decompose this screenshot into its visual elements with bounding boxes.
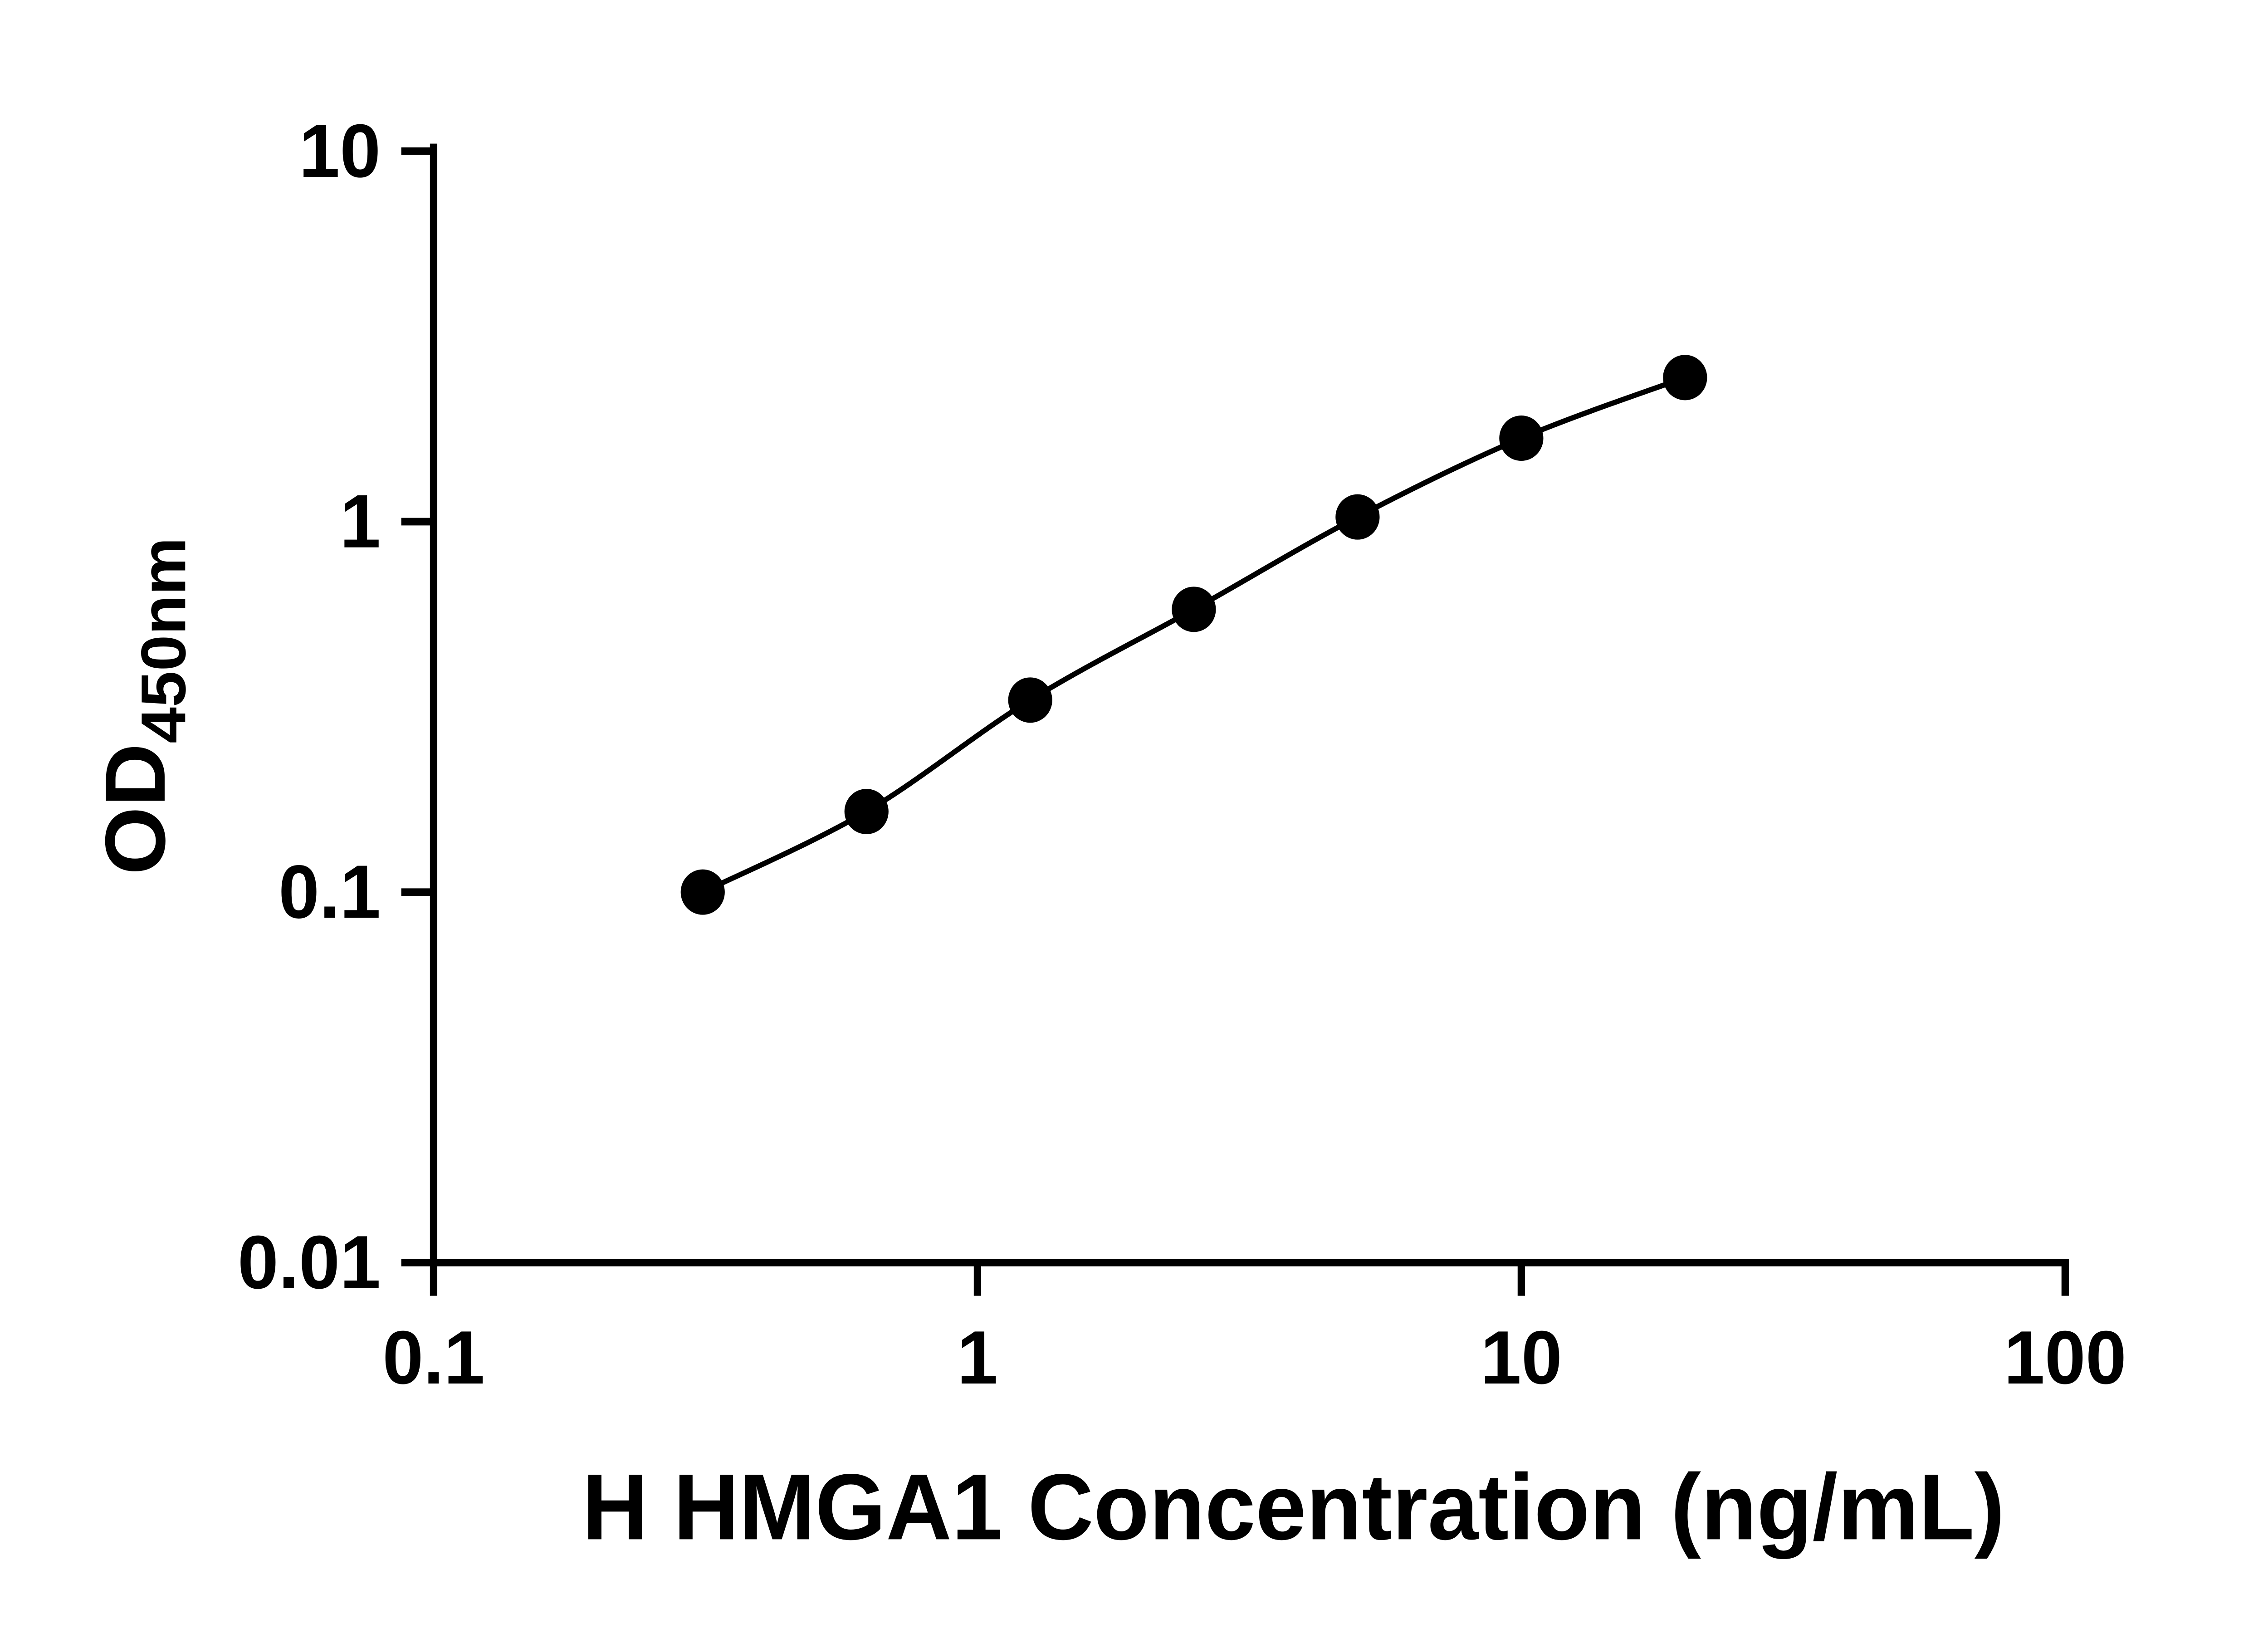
data-point-marker — [1499, 415, 1544, 461]
y-axis-tick-label: 10 — [299, 108, 381, 193]
x-axis-tick-label: 0.1 — [382, 1315, 484, 1400]
y-axis-title: OD450nm — [88, 538, 198, 875]
x-axis-tick-label: 10 — [1481, 1315, 1562, 1400]
y-axis-tick-label: 0.1 — [279, 849, 381, 934]
x-axis-tick-label: 1 — [957, 1315, 998, 1400]
x-axis-tick-label: 100 — [2004, 1315, 2126, 1400]
series-layer — [680, 355, 1707, 915]
data-point-marker — [1335, 494, 1380, 540]
data-point-marker — [680, 869, 725, 915]
data-point-marker — [1663, 355, 1707, 401]
data-point-marker — [1008, 677, 1052, 723]
x-axis-title: H HMGA1 Concentration (ng/mL) — [582, 1455, 2005, 1560]
data-point-marker — [844, 789, 889, 834]
y-axis-title-main: OD — [88, 743, 183, 875]
y-axis-tick-label: 1 — [340, 479, 381, 564]
y-axis-tick-label: 0.01 — [238, 1220, 381, 1305]
axis-spine — [430, 143, 2069, 1266]
y-axis-title-sub: 450nm — [128, 538, 199, 743]
data-point-marker — [1172, 587, 1216, 632]
